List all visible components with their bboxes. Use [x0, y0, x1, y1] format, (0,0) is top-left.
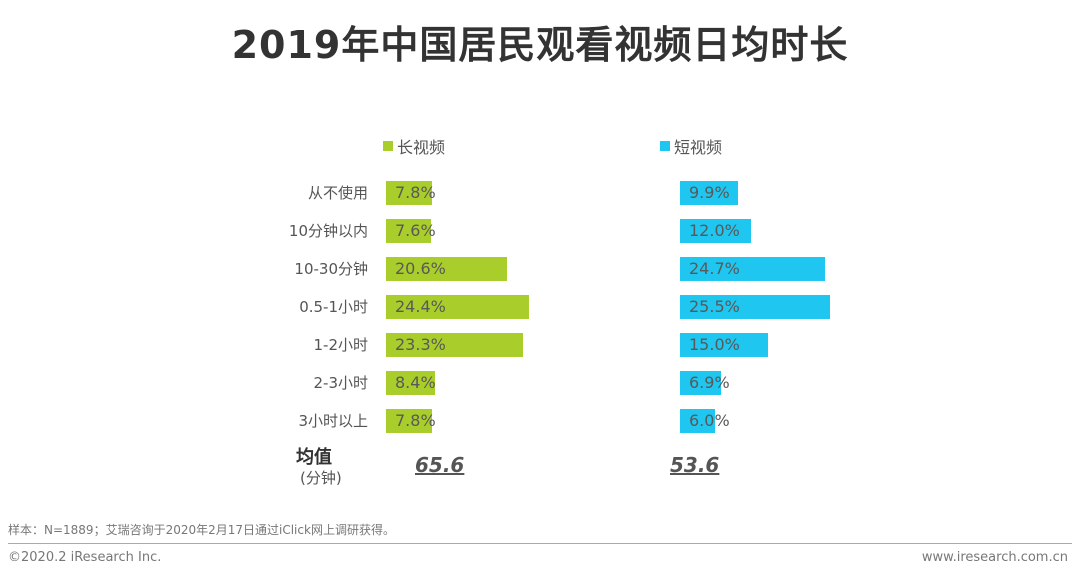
category-label: 10分钟以内 — [288, 222, 368, 240]
footer-divider — [8, 543, 1072, 544]
data-label: 24.4% — [395, 297, 446, 316]
legend-swatch — [383, 141, 393, 151]
legend-swatch — [660, 141, 670, 151]
long-video-bar — [386, 371, 436, 395]
category-label: 1-2小时 — [313, 336, 369, 354]
sample-note: 样本：N=1889；艾瑞咨询于2020年2月17日通过iClick网上调研获得。 — [8, 523, 395, 537]
long-video-bar — [386, 257, 508, 281]
long-video-bar — [386, 409, 432, 433]
category-label: 0.5-1小时 — [299, 298, 368, 316]
data-label: 25.5% — [689, 297, 740, 316]
long-video-bar — [386, 219, 431, 243]
long-video-bar — [386, 333, 523, 357]
data-label: 8.4% — [395, 373, 436, 392]
short-video-bar — [680, 257, 826, 281]
data-label: 20.6% — [395, 259, 446, 278]
legend-label: 短视频 — [674, 138, 723, 157]
data-label: 12.0% — [689, 221, 740, 240]
long-video-bar — [386, 181, 432, 205]
long-video-bar — [386, 295, 530, 319]
category-label: 2-3小时 — [313, 374, 369, 392]
short-video-bar — [680, 295, 830, 319]
short-video-bar — [680, 371, 721, 395]
legend-long-video: 长视频 — [383, 134, 445, 158]
data-label: 6.0% — [689, 411, 730, 430]
legend-label: 长视频 — [397, 138, 446, 157]
short-video-bar — [680, 219, 751, 243]
copyright: ©2020.2 iResearch Inc. — [8, 550, 162, 565]
data-label: 7.8% — [395, 183, 436, 202]
category-label: 10-30分钟 — [294, 260, 368, 278]
short-video-bar — [680, 181, 739, 205]
short-video-bar — [680, 409, 716, 433]
chart-title: 2019年中国居民观看视频日均时长 — [231, 23, 849, 67]
data-label: 15.0% — [689, 335, 740, 354]
short-video-bar — [680, 333, 769, 357]
category-label: 从不使用 — [307, 184, 368, 202]
average-unit: (分钟) — [300, 469, 342, 487]
legend-short-video: 短视频 — [660, 134, 722, 158]
data-label: 9.9% — [689, 183, 730, 202]
average-short-video: 53.6 — [670, 453, 720, 477]
average-long-video: 65.6 — [415, 453, 465, 477]
data-label: 6.9% — [689, 373, 730, 392]
category-label: 3小时以上 — [298, 412, 368, 430]
data-label: 23.3% — [395, 335, 446, 354]
average-label: 均值 — [296, 447, 332, 468]
data-label: 7.6% — [395, 221, 436, 240]
data-label: 7.8% — [395, 411, 436, 430]
website: www.iresearch.com.cn — [921, 550, 1068, 565]
data-label: 24.7% — [689, 259, 740, 278]
